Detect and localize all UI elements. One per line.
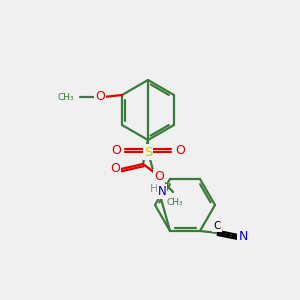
Text: CH₃: CH₃ [167,198,183,207]
Text: CH₃: CH₃ [57,92,74,101]
Text: O: O [175,145,185,158]
Text: O: O [154,169,164,182]
Text: N: N [238,230,248,244]
Text: O: O [111,145,121,158]
Text: C: C [213,221,221,231]
Text: H: H [150,184,158,194]
Text: O: O [95,91,105,103]
Text: N: N [158,185,166,198]
Text: O: O [110,163,120,176]
Text: S: S [144,146,152,158]
